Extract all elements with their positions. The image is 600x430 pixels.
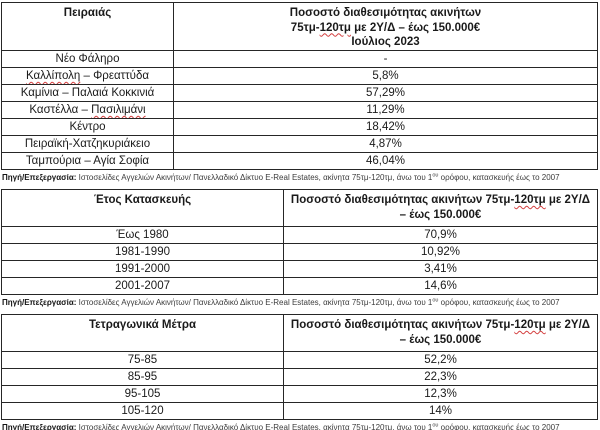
table-row: 2001-2007 14,6% bbox=[1, 277, 598, 295]
table-row: Καλλίπολη – Φρεαττύδα 5,8% bbox=[1, 67, 598, 85]
table-row: 105-120 14% bbox=[1, 402, 598, 420]
area-misspelled: Καλλίπολη bbox=[25, 70, 81, 82]
value-cell: 5,8% bbox=[173, 67, 598, 85]
year-column-header: Έτος Κατασκευής bbox=[1, 189, 284, 227]
value-cell: 12,3% bbox=[283, 385, 598, 403]
piraeus-column-header: Πειραιάς bbox=[1, 2, 174, 51]
area-pre: Καστέλλα – bbox=[29, 104, 92, 116]
header-line-1-pre: Ποσοστό διαθεσιμότητας ακινήτων 75τμ- bbox=[290, 319, 515, 331]
year-cell: 1991-2000 bbox=[1, 260, 284, 278]
source-note-label: Πηγή/Επεξεργασία: bbox=[2, 173, 77, 182]
area-cell: Καλλίπολη – Φρεαττύδα bbox=[1, 67, 174, 85]
header-line-1-post: με 2Υ/Δ bbox=[545, 194, 591, 206]
availability-column-header: Ποσοστό διαθεσιμότητας ακινήτων 75τμ-120… bbox=[173, 2, 598, 51]
sqm-column-header: Τετραγωνικά Μέτρα bbox=[1, 314, 284, 352]
header-line-1-pre: Ποσοστό διαθεσιμότητας ακινήτων 75τμ- bbox=[290, 194, 515, 206]
sqm-cell: 95-105 bbox=[1, 385, 284, 403]
header-line-3: Ιούλιος 2023 bbox=[351, 36, 420, 48]
source-note-text-end: ορόφου, κατασκευής έως το 2007 bbox=[438, 173, 560, 182]
table-row: Καστέλλα – Πασιλιμάνι 11,29% bbox=[1, 101, 598, 119]
header-line-2-misspelled: 120τμ bbox=[319, 21, 351, 34]
source-note: Πηγή/Επεξεργασία: Ιστοσελίδες Αγγελιών Α… bbox=[2, 173, 600, 183]
area-rest: – Φρεαττύδα bbox=[80, 70, 150, 82]
value-cell: 70,9% bbox=[283, 226, 598, 244]
value-cell: 3,41% bbox=[283, 260, 598, 278]
table-header-row: Έτος Κατασκευής Ποσοστό διαθεσιμότητας α… bbox=[1, 189, 598, 227]
header-line-2-pre: 75τμ- bbox=[290, 21, 320, 34]
table-row: 75-85 52,2% bbox=[1, 351, 598, 369]
header-line-1-misspelled: 120τμ bbox=[514, 194, 546, 206]
area-cell: Ταμπούρια – Αγία Σοφία bbox=[1, 152, 174, 170]
value-cell: 10,92% bbox=[283, 243, 598, 261]
table-row: 85-95 22,3% bbox=[1, 368, 598, 386]
value-cell: 14,6% bbox=[283, 277, 598, 295]
area-misspelled: Πασιλιμάνι bbox=[91, 104, 146, 116]
header-line-1: Ποσοστό διαθεσιμότητας ακινήτων bbox=[289, 7, 482, 19]
header-line-2: – έως 150.000€ bbox=[399, 333, 482, 346]
source-note-superscript: ου bbox=[432, 422, 439, 429]
source-note: Πηγή/Επεξεργασία: Ιστοσελίδες Αγγελιών Α… bbox=[2, 298, 600, 308]
header-line-1: Ποσοστό διαθεσιμότητας ακινήτων 75τμ-120… bbox=[285, 318, 597, 333]
table-row: Πειραϊκή-Χατζηκυριάκειο 4,87% bbox=[1, 135, 598, 153]
header-line-2: – έως 150.000€ bbox=[399, 208, 482, 221]
column-header-label: Πειραιάς bbox=[63, 7, 112, 19]
source-note-text: Ιστοσελίδες Αγγελιών Ακινήτων/ Πανελλαδι… bbox=[76, 298, 433, 307]
table-row: 1991-2000 3,41% bbox=[1, 260, 598, 278]
table-header-row: Πειραιάς Ποσοστό διαθεσιμότητας ακινήτων… bbox=[1, 2, 598, 51]
area-cell: Καμίνια – Παλαιά Κοκκινιά bbox=[1, 84, 174, 102]
sqm-cell: 75-85 bbox=[1, 351, 284, 369]
value-cell: 11,29% bbox=[173, 101, 598, 119]
header-line-2: 75τμ-120τμ με 2Υ/Δ – έως 150.000€ bbox=[175, 21, 597, 36]
year-cell: 2001-2007 bbox=[1, 277, 284, 295]
table-row: Ταμπούρια – Αγία Σοφία 46,04% bbox=[1, 152, 598, 170]
sqm-cell: 85-95 bbox=[1, 368, 284, 386]
year-cell: Έως 1980 bbox=[1, 226, 284, 244]
area-cell: Νέο Φάληρο bbox=[1, 50, 174, 68]
construction-year-table: Έτος Κατασκευής Ποσοστό διαθεσιμότητας α… bbox=[1, 189, 598, 295]
square-meters-table: Τετραγωνικά Μέτρα Ποσοστό διαθεσιμότητας… bbox=[1, 314, 598, 420]
table-row: Έως 1980 70,9% bbox=[1, 226, 598, 244]
source-note-text: Ιστοσελίδες Αγγελιών Ακινήτων/ Πανελλαδι… bbox=[76, 423, 433, 430]
column-header-label: Τετραγωνικά Μέτρα bbox=[88, 319, 197, 331]
source-note-superscript: ου bbox=[432, 172, 439, 179]
piraeus-areas-table: Πειραιάς Ποσοστό διαθεσιμότητας ακινήτων… bbox=[1, 2, 598, 170]
header-line-1-post: με 2Υ/Δ bbox=[545, 319, 591, 331]
area-cell: Πειραϊκή-Χατζηκυριάκειο bbox=[1, 135, 174, 153]
area-cell: Καστέλλα – Πασιλιμάνι bbox=[1, 101, 174, 119]
header-line-2-post: με 2Υ/Δ – έως 150.000€ bbox=[350, 21, 481, 34]
value-cell: 57,29% bbox=[173, 84, 598, 102]
value-cell: 18,42% bbox=[173, 118, 598, 136]
value-cell: 46,04% bbox=[173, 152, 598, 170]
source-note-label: Πηγή/Επεξεργασία: bbox=[2, 298, 77, 307]
source-note-text: Ιστοσελίδες Αγγελιών Ακινήτων/ Πανελλαδι… bbox=[76, 173, 433, 182]
availability-column-header: Ποσοστό διαθεσιμότητας ακινήτων 75τμ-120… bbox=[283, 314, 598, 352]
area-cell: Κέντρο bbox=[1, 118, 174, 136]
availability-column-header: Ποσοστό διαθεσιμότητας ακινήτων 75τμ-120… bbox=[283, 189, 598, 227]
header-line-1: Ποσοστό διαθεσιμότητας ακινήτων 75τμ-120… bbox=[285, 193, 597, 208]
header-line-1-misspelled: 120τμ bbox=[514, 319, 546, 331]
value-cell: 52,2% bbox=[283, 351, 598, 369]
sqm-cell: 105-120 bbox=[1, 402, 284, 420]
value-cell: 4,87% bbox=[173, 135, 598, 153]
source-note-text-end: ορόφου, κατασκευής έως το 2007 bbox=[438, 298, 560, 307]
column-header-label: Έτος Κατασκευής bbox=[93, 194, 192, 206]
value-cell: 14% bbox=[283, 402, 598, 420]
table-row: Καμίνια – Παλαιά Κοκκινιά 57,29% bbox=[1, 84, 598, 102]
source-note-text-end: ορόφου, κατασκευής έως το 2007 bbox=[438, 423, 560, 430]
table-row: 95-105 12,3% bbox=[1, 385, 598, 403]
source-note-superscript: ου bbox=[432, 297, 439, 304]
table-row: 1981-1990 10,92% bbox=[1, 243, 598, 261]
value-cell: - bbox=[173, 50, 598, 68]
value-cell: 22,3% bbox=[283, 368, 598, 386]
source-note: Πηγή/Επεξεργασία: Ιστοσελίδες Αγγελιών Α… bbox=[2, 423, 600, 430]
table-header-row: Τετραγωνικά Μέτρα Ποσοστό διαθεσιμότητας… bbox=[1, 314, 598, 352]
table-row: Κέντρο 18,42% bbox=[1, 118, 598, 136]
source-note-label: Πηγή/Επεξεργασία: bbox=[2, 423, 77, 430]
table-row: Νέο Φάληρο - bbox=[1, 50, 598, 68]
year-cell: 1981-1990 bbox=[1, 243, 284, 261]
